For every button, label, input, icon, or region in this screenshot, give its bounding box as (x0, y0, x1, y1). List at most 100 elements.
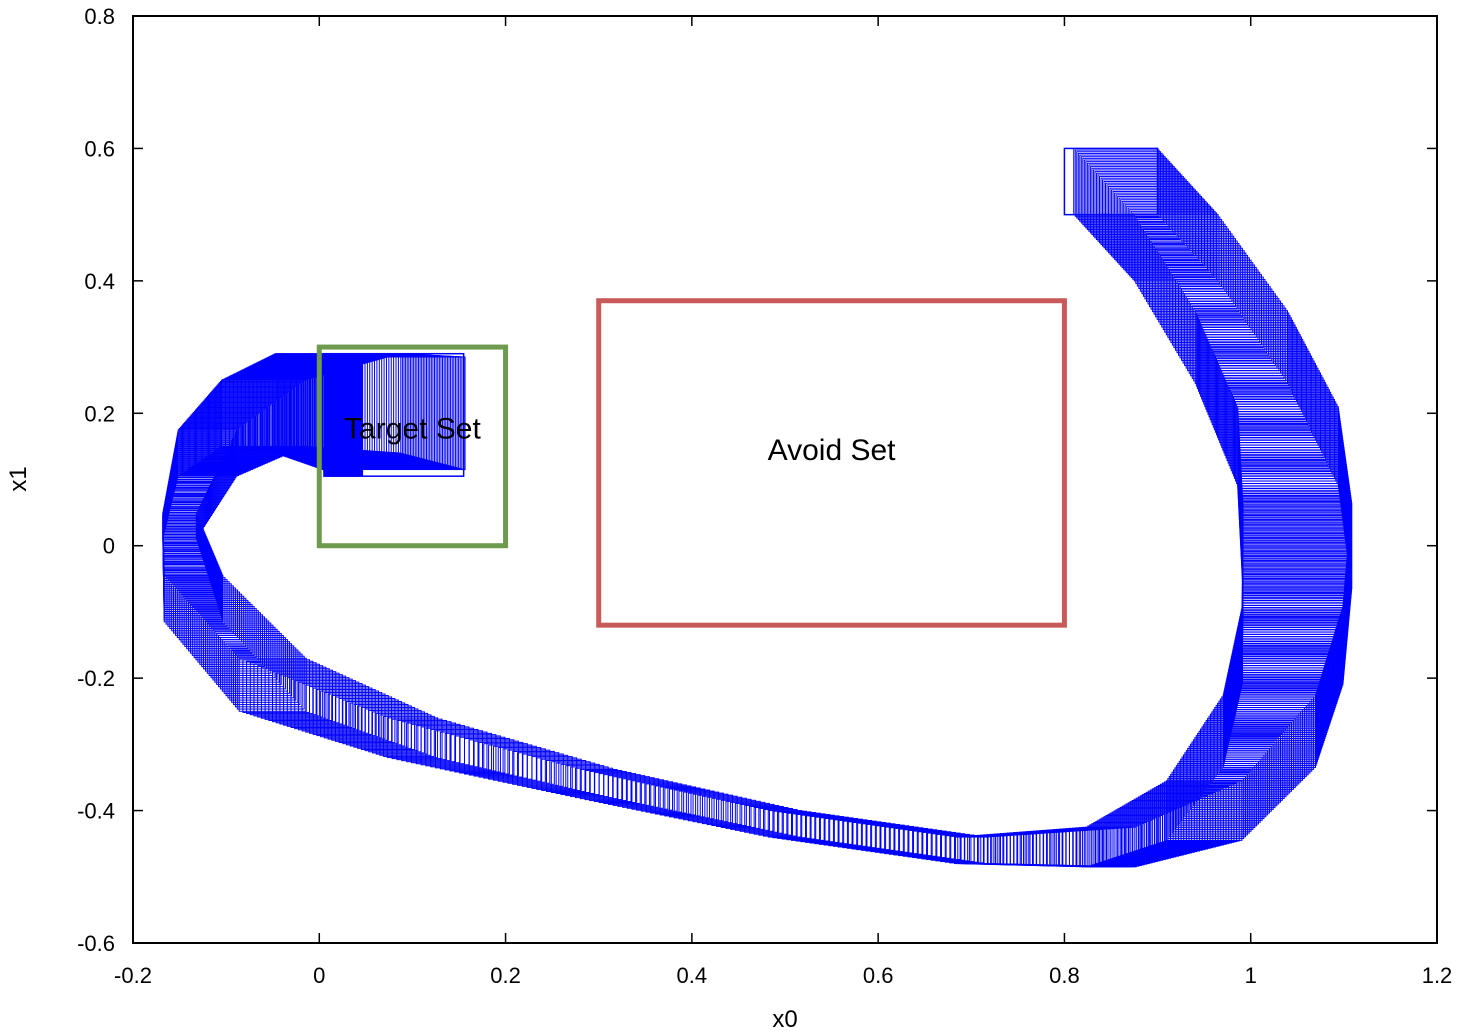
tube-box (664, 787, 701, 817)
tube-box (1208, 341, 1305, 418)
tube-box (570, 766, 609, 798)
x-tick-label: 0.4 (677, 963, 708, 988)
tube-box (425, 727, 474, 767)
tube-box (865, 823, 901, 852)
tube-box (353, 703, 409, 748)
tube-box (201, 402, 276, 461)
tube-box (1176, 281, 1268, 354)
tube-box (1119, 806, 1182, 857)
tube-box (264, 668, 330, 720)
tube-box (1121, 200, 1207, 269)
reach-tube (162, 147, 1353, 868)
x-tick-label: -0.2 (114, 963, 152, 988)
x-tick-label: 1.2 (1422, 963, 1453, 988)
tube-box (297, 681, 360, 731)
tube-box (645, 783, 683, 813)
tube-box (912, 830, 947, 859)
tube-box (1089, 824, 1142, 867)
tube-box (219, 637, 286, 690)
tube-box (331, 695, 389, 741)
tube-box (1195, 735, 1281, 803)
tube-box (949, 835, 984, 864)
tube-box (1158, 252, 1247, 323)
tube-box (654, 785, 692, 815)
tube-box (1115, 809, 1177, 858)
tube-box (323, 692, 383, 739)
y-tick-label: 0.6 (84, 136, 115, 161)
tube-box (1123, 804, 1187, 855)
tube-box (346, 700, 402, 746)
tube-box (1121, 805, 1185, 856)
tube-box (669, 788, 706, 818)
tube-box (1156, 250, 1245, 320)
tube-box (1196, 314, 1291, 390)
tube-box (954, 836, 989, 865)
tube-box (921, 831, 956, 860)
tube-box (763, 809, 798, 837)
tube-box (1159, 254, 1249, 325)
x-tick-label: 0.2 (490, 963, 521, 988)
tube-box (512, 750, 555, 785)
plot-frame (132, 15, 1438, 944)
tube-box (837, 820, 873, 848)
tube-box (565, 765, 605, 797)
tube-box (1105, 815, 1164, 861)
y-tick-label: 0.2 (84, 401, 115, 426)
tube-box (795, 814, 831, 842)
tube-box (930, 833, 966, 861)
tube-box (1120, 199, 1205, 267)
tube-box (800, 814, 835, 843)
tube-box (804, 815, 840, 843)
tube-box (214, 630, 280, 683)
tube-box (687, 792, 724, 822)
tube-box (545, 759, 587, 792)
tube-box (483, 743, 528, 779)
tube-box (208, 624, 274, 676)
tube-box (246, 660, 314, 715)
tube-box (916, 831, 952, 859)
x-axis-label: x0 (772, 1006, 797, 1033)
tube-box (320, 690, 379, 738)
tube-box (1200, 322, 1295, 397)
tube-box (730, 801, 766, 830)
y-tick-label: 0.4 (84, 269, 115, 294)
tube-box (907, 829, 942, 858)
tube-box (555, 762, 596, 795)
tube-box (322, 356, 466, 471)
tube-box (1106, 184, 1192, 252)
tube-box (818, 817, 854, 845)
tube-box (386, 717, 439, 759)
tube-box (349, 702, 406, 747)
tube-box (791, 813, 826, 841)
tube-box (497, 747, 542, 782)
tube-box (1099, 818, 1156, 863)
tube-box (415, 725, 466, 765)
tube-box (701, 795, 738, 825)
tube-box (851, 821, 887, 850)
y-tick-label: 0 (103, 534, 115, 559)
tube-box (1155, 247, 1243, 318)
tube-box (1171, 274, 1262, 346)
tube-box (550, 761, 591, 793)
tube-box (1153, 245, 1242, 315)
tube-box (488, 744, 533, 780)
tube-box (697, 794, 734, 824)
tube-box (1201, 324, 1296, 400)
tube-box (203, 399, 279, 459)
tube-box (212, 628, 278, 681)
tube-box (650, 784, 687, 814)
x-tick-label: 1 (1245, 963, 1257, 988)
tube-box (1135, 797, 1203, 851)
tube-box (673, 789, 710, 819)
tube-box (1174, 278, 1266, 351)
target-set-region (316, 344, 509, 549)
axis-ticks: -0.2 0 0.2 0.4 0.6 0.8 1 1.2 -0.6 -0.4 -0.2 0 0.2 0.4… (77, 4, 1452, 988)
tube-box (935, 833, 970, 862)
tube-box (279, 674, 343, 725)
tube-box (888, 827, 924, 855)
tube-box (636, 781, 674, 811)
tube-box (1231, 394, 1333, 474)
tube-box (902, 829, 938, 857)
tube-box (678, 790, 715, 820)
